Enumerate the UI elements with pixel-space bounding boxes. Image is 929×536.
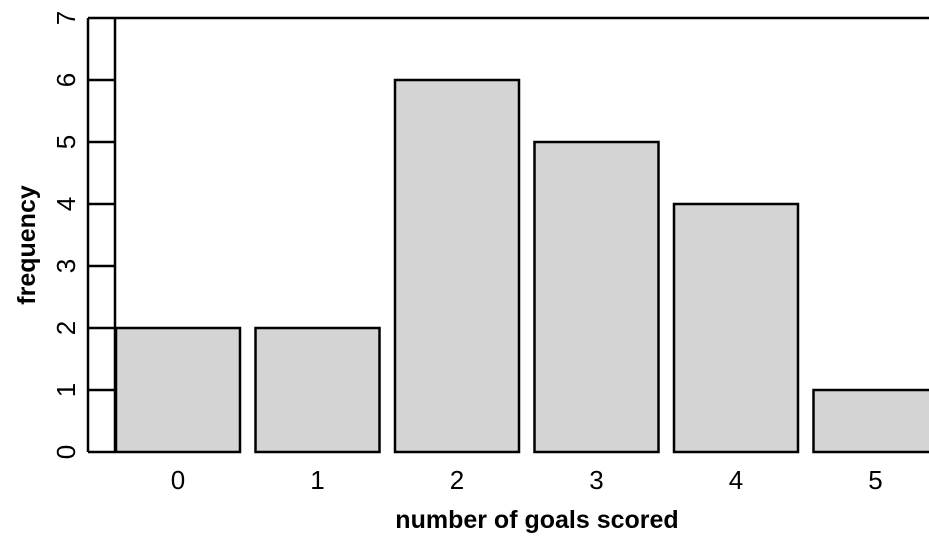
y-tick-label: 1 [51,383,81,397]
y-tick-label: 2 [51,321,81,335]
x-axis-labels: 0 1 2 3 4 5 [171,465,883,495]
y-tick-label: 4 [51,197,81,211]
y-axis: 0 1 2 3 4 5 6 7 [51,11,115,459]
y-tick-label: 5 [51,135,81,149]
x-tick-label: 3 [589,465,603,495]
y-tick-label: 3 [51,259,81,273]
x-axis-title: number of goals scored [395,506,678,534]
x-tick-label: 1 [310,465,324,495]
bar-1 [254,326,381,454]
bar-2 [393,78,521,454]
x-tick-label: 2 [450,465,464,495]
bar-3 [533,140,660,454]
bar-4 [672,202,800,454]
bars-group [114,78,929,454]
x-tick-label: 4 [729,465,743,495]
x-tick-label: 5 [868,465,882,495]
bar-5 [812,388,929,454]
bar-0 [114,326,242,454]
y-axis-title: frequency [13,185,41,305]
x-tick-label: 0 [171,465,185,495]
y-tick-label: 7 [51,11,81,25]
y-tick-label: 0 [51,445,81,459]
y-tick-label: 6 [51,73,81,87]
